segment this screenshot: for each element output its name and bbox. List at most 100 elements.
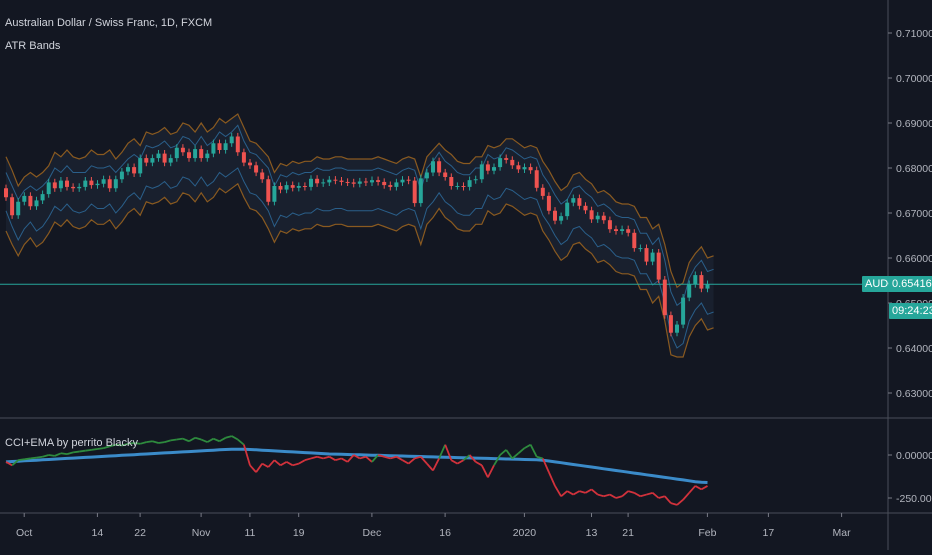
- candle-body: [229, 136, 234, 144]
- candle-body: [327, 179, 332, 183]
- candle-body: [10, 197, 15, 216]
- cci-segment: [11, 459, 19, 467]
- cci-segment: [591, 488, 599, 496]
- candle-body: [290, 185, 295, 188]
- cci-segment: [536, 455, 544, 460]
- candle-body: [382, 181, 387, 186]
- cci-segment: [529, 444, 538, 458]
- indicator-label-cci[interactable]: CCI+EMA by perrito Blacky: [5, 437, 138, 449]
- candle-body: [193, 149, 198, 159]
- symbol-title[interactable]: Australian Dollar / Swiss Franc, 1D, FXC…: [5, 17, 213, 29]
- cci-segment: [85, 448, 92, 452]
- cci-segment: [48, 454, 55, 457]
- candle-body: [162, 153, 167, 163]
- cci-segment: [231, 435, 239, 441]
- candle-body: [302, 186, 307, 187]
- candle-body: [248, 162, 252, 166]
- candle-body: [461, 186, 466, 187]
- cci-segment: [700, 485, 708, 491]
- candle-body: [211, 143, 216, 154]
- sub-tick-label: 0.00000: [896, 450, 932, 462]
- cci-segment: [115, 443, 123, 447]
- cci-segment: [176, 437, 184, 441]
- cci-segment: [316, 455, 324, 460]
- candle-body: [284, 185, 289, 190]
- cci-segment: [505, 449, 514, 459]
- candle-body: [4, 188, 8, 198]
- cci-segment: [109, 443, 117, 448]
- cci-segment: [133, 442, 141, 445]
- time-tick-label: 17: [763, 527, 775, 539]
- candle-body: [601, 215, 606, 221]
- price-tick-label: 0.70000: [896, 73, 932, 85]
- candle-body: [113, 179, 118, 189]
- candle-body: [626, 229, 631, 233]
- candle-body: [485, 164, 490, 171]
- cci-segment: [346, 454, 355, 463]
- candle-body: [668, 315, 673, 333]
- candle-body: [357, 181, 362, 184]
- cci-segment: [54, 452, 62, 457]
- candle-body: [662, 279, 667, 316]
- atr-upper-outer-line: [5, 113, 714, 289]
- cci-segment: [402, 459, 410, 465]
- cci-segment: [24, 457, 31, 461]
- cci-segment: [694, 485, 702, 491]
- cci-segment: [517, 447, 526, 454]
- candle-body: [217, 143, 222, 150]
- candle-body: [650, 252, 655, 262]
- cci-segment: [579, 490, 586, 494]
- candle-body: [705, 284, 710, 289]
- cci-segment: [36, 455, 43, 459]
- cci-segment: [298, 459, 306, 465]
- candle-body: [638, 248, 643, 250]
- candle-body: [107, 179, 112, 189]
- candle-body: [443, 172, 448, 177]
- indicator-label-atr[interactable]: ATR Bands: [5, 40, 61, 52]
- candle-body: [699, 275, 704, 289]
- candle-body: [632, 232, 637, 249]
- cci-segment: [438, 444, 447, 459]
- cci-segment: [468, 454, 477, 463]
- candle-body: [363, 181, 368, 183]
- candle-body: [370, 180, 374, 183]
- cci-segment: [182, 437, 190, 443]
- time-tick-label: Nov: [192, 527, 211, 539]
- cci-segment: [292, 462, 300, 467]
- candle-body: [254, 165, 259, 173]
- cci-segment: [621, 490, 629, 497]
- candle-body: [431, 161, 435, 173]
- price-tick-label: 0.68000: [896, 163, 932, 175]
- cci-segment: [103, 445, 110, 449]
- candle-body: [58, 180, 63, 189]
- candle-body: [595, 215, 600, 220]
- cci-segment: [420, 456, 428, 465]
- cci-segment: [676, 499, 684, 506]
- last-price-badge: 0.65416: [889, 276, 932, 292]
- cci-segment: [548, 471, 556, 487]
- candle-body: [455, 186, 460, 187]
- cci-segment: [243, 444, 251, 466]
- cci-segment: [237, 438, 245, 446]
- price-tick-label: 0.67000: [896, 208, 932, 220]
- price-tick-label: 0.64000: [896, 343, 932, 355]
- cci-segment: [414, 455, 422, 460]
- cci-segment: [499, 449, 507, 456]
- candle-body: [205, 153, 210, 159]
- cci-segment: [225, 435, 232, 439]
- candle-body: [693, 275, 698, 285]
- candle-body: [675, 324, 679, 333]
- cci-segment: [170, 438, 177, 442]
- candle-body: [235, 136, 240, 153]
- candle-body: [309, 178, 313, 187]
- cci-segment: [480, 464, 489, 478]
- candle-body: [687, 284, 692, 298]
- cci-segment: [127, 442, 135, 445]
- time-tick-label: 11: [244, 527, 255, 539]
- candle-body: [565, 202, 570, 217]
- cci-segment: [554, 485, 562, 497]
- cci-segment: [30, 456, 37, 460]
- candle-body: [388, 185, 393, 187]
